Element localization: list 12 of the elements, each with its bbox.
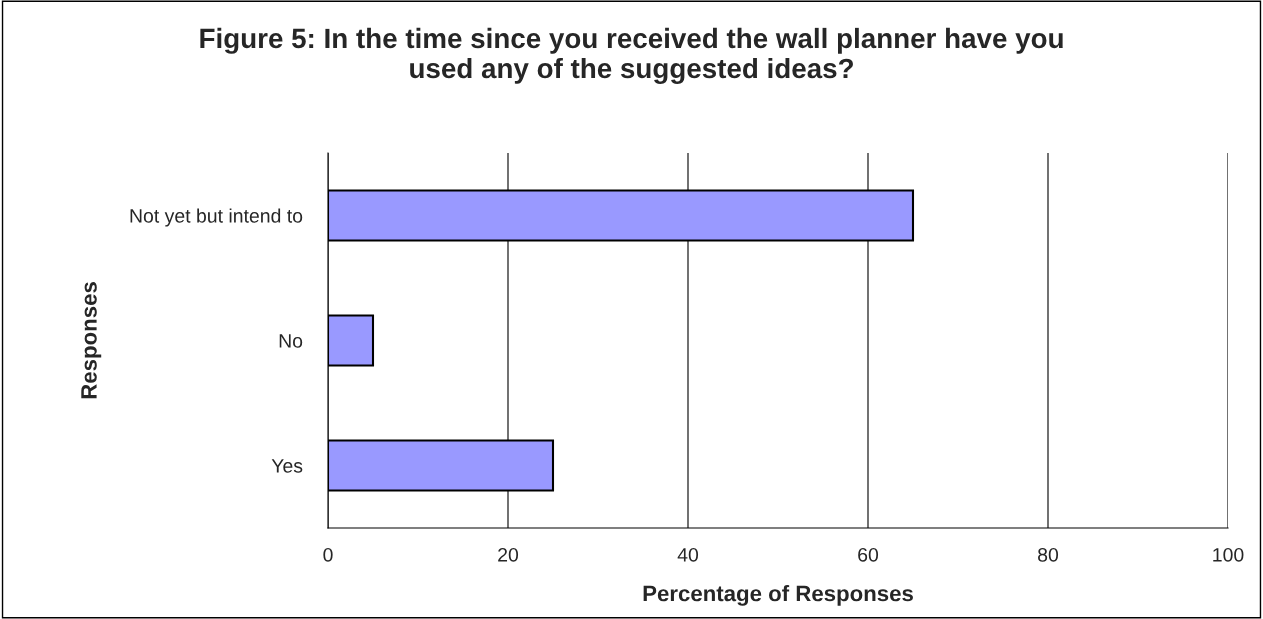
y-tick-label: Not yet but intend to [130,208,303,227]
y-tick-label: Yes [271,459,303,473]
x-tick-label: 80 [1038,547,1059,562]
chart-title: Figure 5: In the time since you received the wall planner have you used any of the suggested ideas? [200,27,1063,84]
x-tick-label: 100 [1213,547,1244,562]
x-tick-label: 40 [677,547,699,562]
x-tick-label: 0 [323,547,333,562]
y-axis-title: Responses [81,282,102,399]
x-axis-title: Percentage of Responses [643,585,913,606]
x-tick-label: 60 [858,547,879,562]
x-tick-label: 20 [498,547,519,562]
y-tick-label: No [279,334,303,348]
